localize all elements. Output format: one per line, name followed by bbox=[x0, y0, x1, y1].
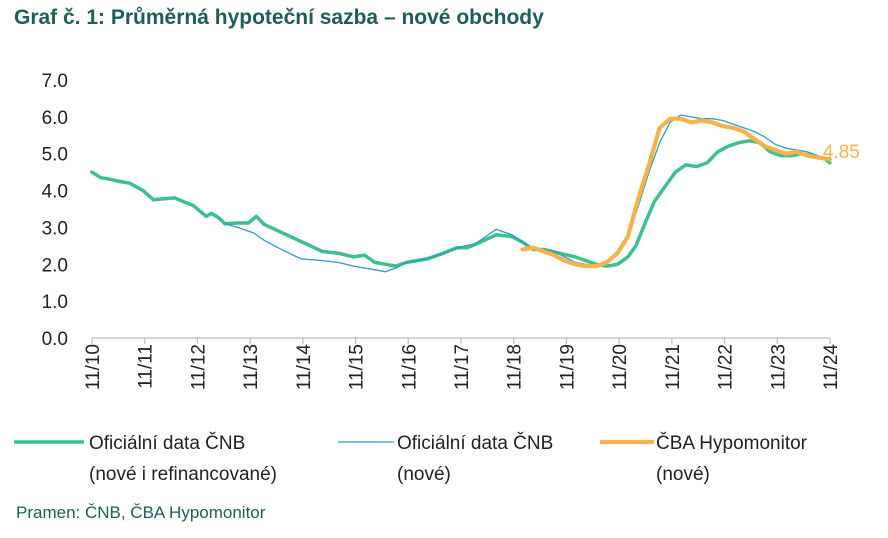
legend-label-2: Oficiální data ČNB bbox=[397, 432, 553, 454]
series-layer: 4.85 bbox=[90, 114, 860, 273]
x-tick-label: 11/14 bbox=[294, 344, 315, 391]
y-tick-label: 7.0 bbox=[42, 71, 68, 92]
x-tick-label: 11/24 bbox=[821, 344, 842, 391]
y-tick-label: 6.0 bbox=[42, 108, 68, 129]
chart-title: Graf č. 1: Průměrná hypoteční sazba – no… bbox=[14, 6, 544, 29]
x-tick-label: 11/22 bbox=[716, 344, 737, 390]
x-tick-label: 11/10 bbox=[83, 344, 104, 390]
x-tick-label: 11/15 bbox=[347, 344, 368, 390]
legend-sublabel-1: (nové i refinancované) bbox=[89, 464, 277, 485]
x-tick-label: 11/21 bbox=[663, 344, 684, 390]
x-tick-label: 11/13 bbox=[241, 344, 262, 390]
x-tick-label: 11/18 bbox=[505, 344, 526, 390]
chart-axes: 0.0 1.0 2.0 3.0 4.0 5.0 6.0 7.0 11/10 11/11 11/12 1… bbox=[42, 71, 842, 390]
series-line-2 bbox=[224, 114, 829, 273]
y-tick-label: 3.0 bbox=[42, 218, 68, 239]
end-value-label: 4.85 bbox=[823, 142, 860, 163]
series-line-3 bbox=[520, 116, 832, 269]
x-tick-label: 11/20 bbox=[610, 344, 631, 390]
y-tick-label: 4.0 bbox=[42, 182, 68, 203]
x-tick-label: 11/17 bbox=[452, 344, 473, 390]
y-tick-label: 0.0 bbox=[42, 329, 68, 350]
y-tick-label: 5.0 bbox=[42, 145, 68, 166]
y-tick-label: 2.0 bbox=[42, 255, 68, 276]
x-tick-label: 11/23 bbox=[768, 344, 789, 390]
x-tick-label: 11/12 bbox=[188, 344, 209, 390]
x-tick-label: 11/19 bbox=[557, 344, 578, 390]
legend-label-1: Oficiální data ČNB bbox=[89, 432, 245, 454]
legend-sublabel-3: (nové) bbox=[656, 464, 710, 485]
legend-label-3: ČBA Hypomonitor bbox=[656, 432, 808, 454]
y-tick-label: 1.0 bbox=[42, 292, 68, 313]
legend-sublabel-2: (nové) bbox=[397, 464, 451, 485]
x-tick-label: 11/16 bbox=[399, 344, 420, 390]
series-line-1 bbox=[90, 139, 832, 268]
x-tick-label: 11/11 bbox=[136, 344, 157, 389]
source-note: Pramen: ČNB, ČBA Hypomonitor bbox=[16, 503, 266, 522]
legend: Oficiální data ČNB (nové i refinancované)… bbox=[14, 432, 808, 485]
